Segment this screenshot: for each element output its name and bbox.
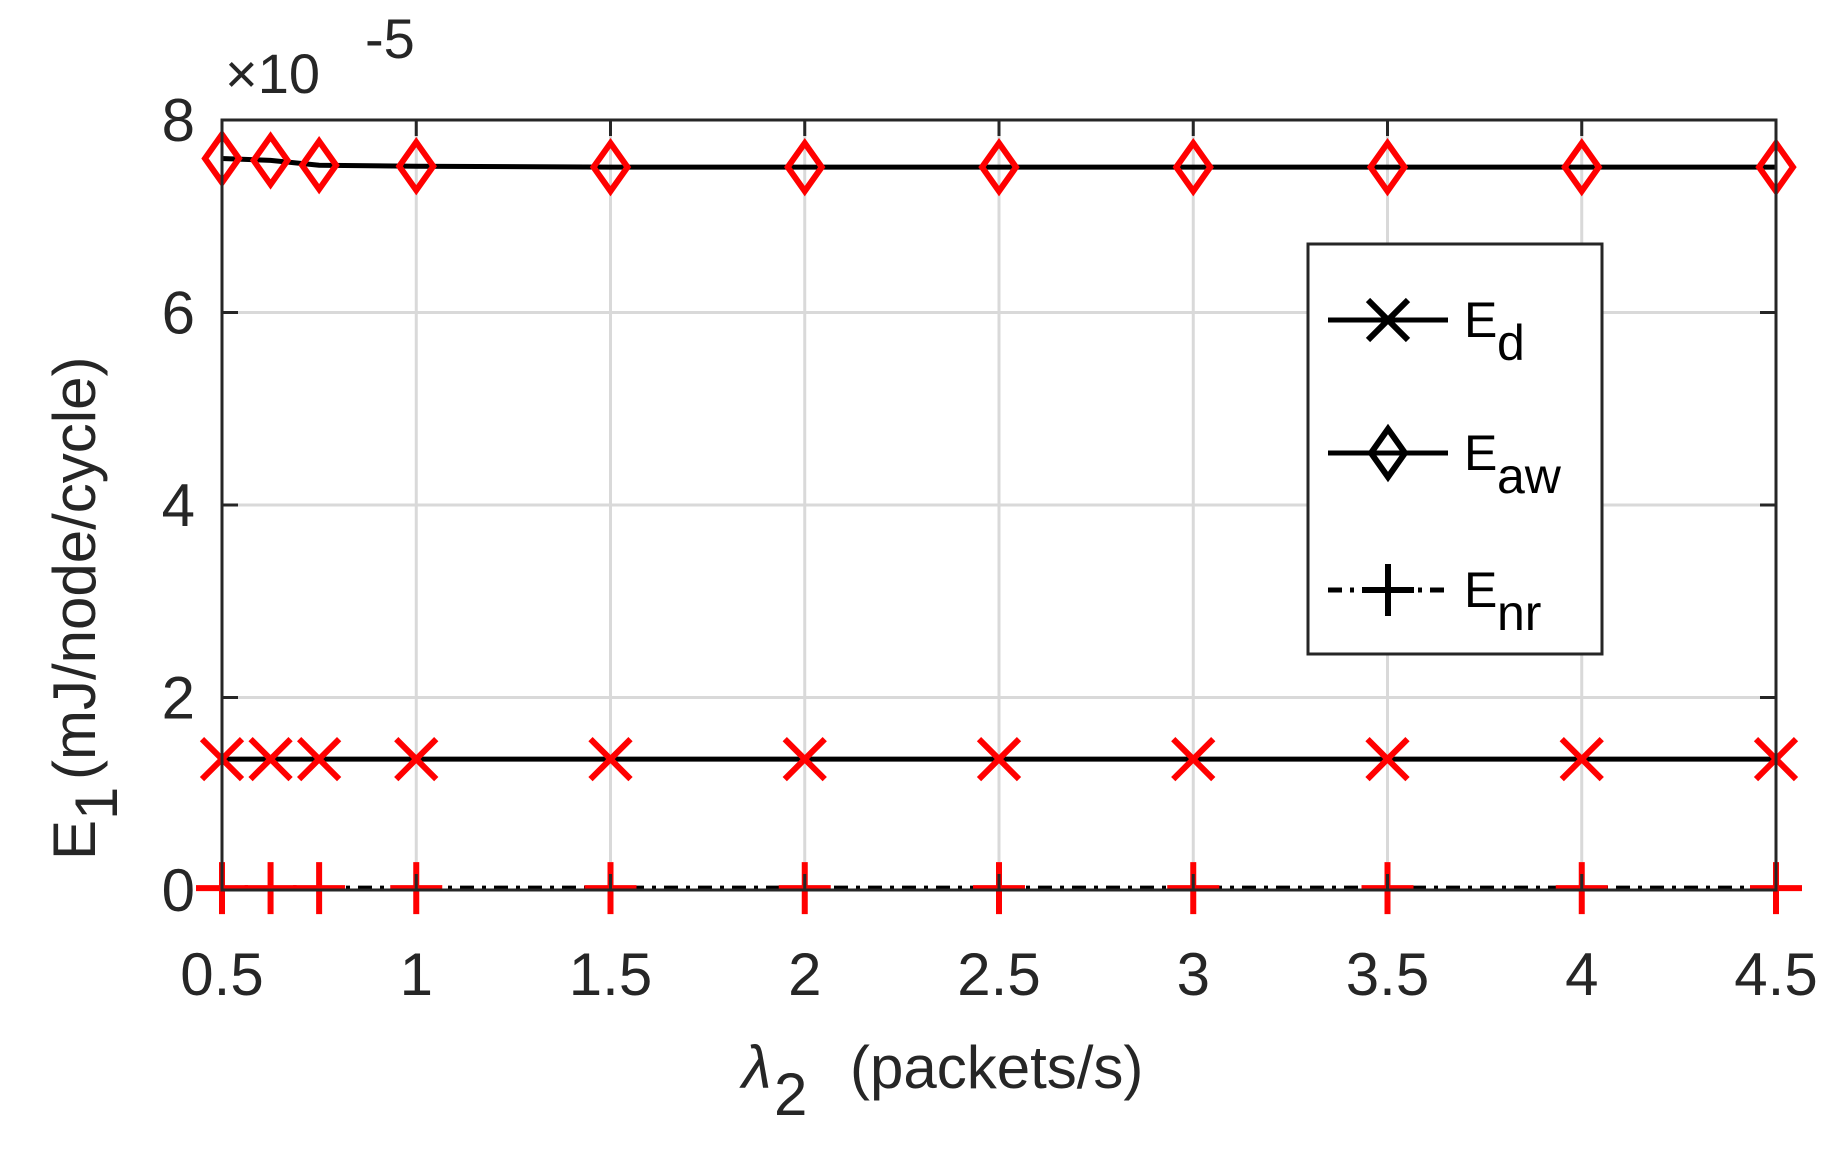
marker-diamond (978, 137, 1020, 197)
marker-x (1365, 736, 1410, 782)
series-x (199, 736, 1799, 782)
marker-plus (293, 862, 346, 915)
x-tick-label: 2 (788, 941, 821, 1008)
marker-x-stroke (248, 736, 293, 782)
marker-diamond (1367, 423, 1409, 483)
y-axis-label: E 1 (mJ/node/cycle) (41, 357, 130, 860)
marker-diamond (1366, 137, 1409, 197)
marker-x-stroke (297, 736, 342, 782)
x-tick-label: 1 (400, 941, 433, 1008)
ticks: 0.5 1 1.5 2 2.5 3 3.5 4 4.5 0 2 4 6 8 (162, 87, 1818, 1008)
y-tick-label: 2 (162, 665, 195, 732)
y-axis-symbol: E (41, 820, 108, 860)
x-tick-label: 0.5 (180, 941, 263, 1008)
marker-diamond (784, 137, 826, 197)
marker-x (588, 736, 633, 782)
legend-label-subscript: aw (1497, 448, 1562, 504)
y-tick-label: 6 (162, 280, 195, 347)
marker-x (976, 736, 1022, 782)
legend-label: E (1464, 425, 1497, 481)
marker-x-stroke (394, 736, 439, 782)
marker-plus (1362, 564, 1414, 616)
y-tick-label: 4 (162, 472, 195, 539)
marker-x-stroke (1171, 736, 1216, 782)
y-axis-subscript: 1 (63, 787, 130, 820)
x-axis-symbol: λ (739, 1034, 772, 1101)
legend-label: E (1464, 292, 1497, 348)
marker-diamond (298, 136, 340, 195)
marker-plus (244, 862, 297, 915)
x-tick-label: 3 (1177, 941, 1210, 1008)
marker-x (1365, 297, 1411, 343)
marker-x-stroke (1559, 736, 1604, 782)
legend-label-subscript: nr (1497, 585, 1541, 641)
marker-x (1171, 736, 1216, 782)
x-axis-text: (packets/s) (850, 1034, 1143, 1101)
marker-x-stroke (588, 736, 633, 782)
y-tick-label: 0 (162, 857, 195, 924)
marker-diamond (589, 137, 632, 197)
marker-x (248, 736, 293, 782)
x-tick-label: 4.5 (1734, 941, 1817, 1008)
marker-x (394, 736, 439, 782)
x-tick-label: 4 (1565, 941, 1598, 1008)
series-diamond (201, 129, 1797, 197)
marker-diamond (1561, 137, 1603, 197)
marker-diamond (395, 137, 437, 196)
x-tick-label: 1.5 (569, 941, 652, 1008)
exponent-value: -5 (365, 7, 415, 70)
y-tick-label: 8 (162, 87, 195, 154)
exponent-prefix: ×10 (225, 42, 320, 105)
legend-label-subscript: d (1497, 315, 1525, 371)
exponent-label: ×10 -5 (225, 7, 415, 105)
marker-x (782, 736, 827, 782)
x-tick-label: 2.5 (957, 941, 1040, 1008)
marker-x-stroke (1365, 297, 1411, 343)
y-axis-text: (mJ/node/cycle) (41, 357, 108, 780)
marker-x (297, 736, 342, 782)
x-axis-label: λ 2 (packets/s) (739, 1034, 1143, 1128)
marker-diamond (1172, 137, 1214, 197)
marker-x (1559, 736, 1604, 782)
x-tick-label: 3.5 (1346, 941, 1429, 1008)
legend-box (1306, 242, 1604, 656)
x-axis-subscript: 2 (774, 1061, 807, 1128)
marker-diamond (249, 131, 292, 190)
marker-x-stroke (782, 736, 827, 782)
legend-label: E (1464, 562, 1497, 618)
marker-x-stroke (1365, 736, 1410, 782)
marker-x-stroke (976, 736, 1022, 782)
